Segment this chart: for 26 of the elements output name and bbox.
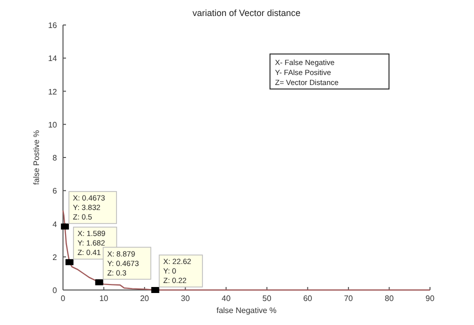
y-tick-label: 10: [48, 120, 58, 130]
x-tick-label: 20: [140, 294, 150, 303]
x-tick-label: 80: [384, 294, 394, 303]
x-tick-label: 70: [344, 294, 354, 303]
point: [151, 287, 160, 293]
x-tick-label: 90: [426, 294, 435, 303]
x-tick-label: 40: [222, 294, 232, 303]
y-axis-title: false Postive %: [32, 130, 41, 185]
y-tick-label: 12: [48, 87, 58, 96]
y-tick-label: 14: [48, 54, 58, 64]
x-axis-title: false Negative %: [216, 306, 277, 315]
point: [65, 259, 74, 266]
x-tick-label: 30: [180, 294, 190, 303]
y-tick-label: 4: [52, 220, 58, 229]
chart-title: variation of Vector distance: [192, 8, 301, 18]
point: [95, 279, 104, 286]
point: [60, 224, 69, 230]
y-tick-label: 6: [52, 186, 58, 196]
y-tick-label: 2: [52, 252, 58, 262]
y-tick-label: 8: [52, 154, 58, 162]
y-tick-label: 0: [52, 286, 58, 295]
x-tick-label: 50: [262, 294, 272, 303]
x-tick-label: 60: [303, 294, 313, 303]
y-tick-label: 16: [48, 21, 58, 30]
x-tick-label: 0: [60, 294, 66, 303]
x-tick-label: 10: [99, 294, 109, 303]
